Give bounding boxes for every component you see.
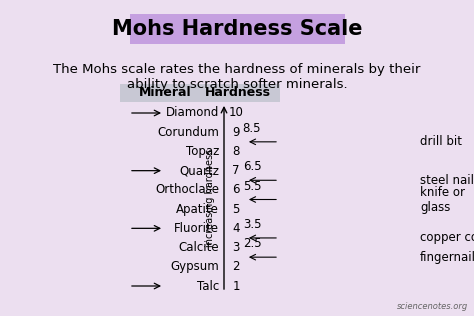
Text: Mineral: Mineral: [139, 87, 191, 100]
Text: Mohs Hardness Scale: Mohs Hardness Scale: [112, 19, 363, 39]
Text: 6.5: 6.5: [243, 160, 261, 173]
Text: sciencenotes.org: sciencenotes.org: [397, 302, 468, 311]
Bar: [130, 14, 345, 44]
Text: drill bit: drill bit: [420, 135, 462, 148]
Text: 1: 1: [232, 279, 240, 293]
Text: 2: 2: [232, 260, 240, 273]
Text: 7: 7: [232, 164, 240, 177]
Text: 10: 10: [228, 106, 244, 119]
Text: Gypsum: Gypsum: [170, 260, 219, 273]
Text: steel nail: steel nail: [420, 174, 474, 187]
Text: 3.5: 3.5: [243, 218, 261, 231]
Text: Apatite: Apatite: [176, 203, 219, 216]
Bar: [120, 84, 280, 102]
Text: 9: 9: [232, 126, 240, 139]
Text: Quartz: Quartz: [179, 164, 219, 177]
Text: 8: 8: [232, 145, 240, 158]
Text: Corundum: Corundum: [157, 126, 219, 139]
Text: Hardness: Hardness: [205, 87, 271, 100]
Text: 2.5: 2.5: [243, 237, 261, 250]
Text: Calcite: Calcite: [178, 241, 219, 254]
Text: 4: 4: [232, 222, 240, 235]
Text: Talc: Talc: [197, 279, 219, 293]
Text: Diamond: Diamond: [165, 106, 219, 119]
Text: 5: 5: [232, 203, 240, 216]
Text: knife or
glass: knife or glass: [420, 185, 465, 214]
Text: Orthoclase: Orthoclase: [155, 183, 219, 196]
Text: Fluorite: Fluorite: [174, 222, 219, 235]
Text: increasing hardness: increasing hardness: [205, 149, 215, 246]
Text: copper coin: copper coin: [420, 231, 474, 245]
Text: Topaz: Topaz: [186, 145, 219, 158]
Text: The Mohs scale rates the hardness of minerals by their
ability to scratch softer: The Mohs scale rates the hardness of min…: [53, 63, 421, 91]
Text: 6: 6: [232, 183, 240, 196]
Text: 3: 3: [232, 241, 240, 254]
Text: 5.5: 5.5: [243, 179, 261, 192]
Text: 8.5: 8.5: [243, 122, 261, 135]
Text: fingernail: fingernail: [420, 251, 474, 264]
